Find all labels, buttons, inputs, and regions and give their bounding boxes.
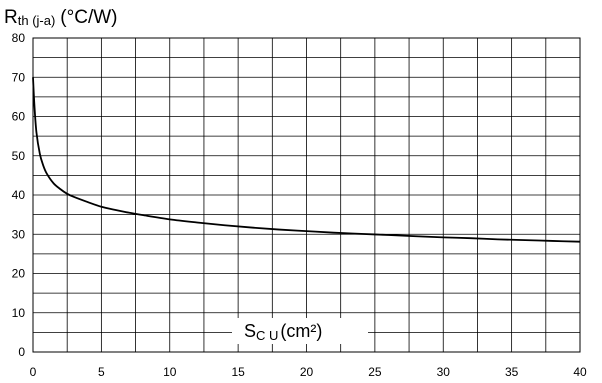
x-tick-label: 20	[300, 365, 314, 379]
y-axis-label: Rth (j-a) (°C/W)	[4, 7, 117, 28]
y-tick-label: 50	[12, 149, 26, 163]
series-line	[32, 77, 581, 243]
y-tick-label: 60	[12, 110, 26, 124]
x-tick-label: 40	[573, 365, 587, 379]
grid-major	[32, 37, 581, 353]
plot-frame	[32, 37, 581, 353]
y-axis-label-main: R	[4, 7, 18, 28]
x-tick-label: 25	[368, 365, 382, 379]
x-axis-label-main: S	[244, 321, 256, 341]
y-axis-label-unit: (°C/W)	[60, 7, 117, 28]
x-tick-label: 10	[163, 365, 177, 379]
y-tick-label: 20	[12, 267, 26, 281]
x-axis-label-sub: C U	[256, 328, 278, 343]
x-tick-label: 0	[30, 365, 37, 379]
x-tick-label: 35	[505, 365, 519, 379]
y-tick-label: 40	[12, 188, 26, 202]
x-tick-label: 5	[98, 365, 105, 379]
y-tick-label: 70	[12, 70, 26, 84]
grid-minor	[33, 38, 580, 352]
y-axis-label-sub: th (j-a)	[18, 13, 56, 28]
x-axis-label: SC U (cm²)	[244, 321, 322, 343]
x-tick-label: 30	[437, 365, 451, 379]
x-tick-labels: 0 5 10 15 20 25 30 35 40	[30, 365, 587, 379]
series-layer	[32, 77, 581, 243]
y-tick-labels: 0 10 20 30 40 50 60 70 80	[12, 31, 26, 359]
y-tick-label: 10	[12, 306, 26, 320]
y-tick-label: 30	[12, 227, 26, 241]
x-axis-label-unit: (cm²)	[280, 321, 322, 341]
y-tick-label: 0	[18, 345, 25, 359]
y-tick-label: 80	[12, 31, 26, 45]
x-tick-label: 15	[231, 365, 245, 379]
x-axis-label-background	[232, 318, 368, 344]
